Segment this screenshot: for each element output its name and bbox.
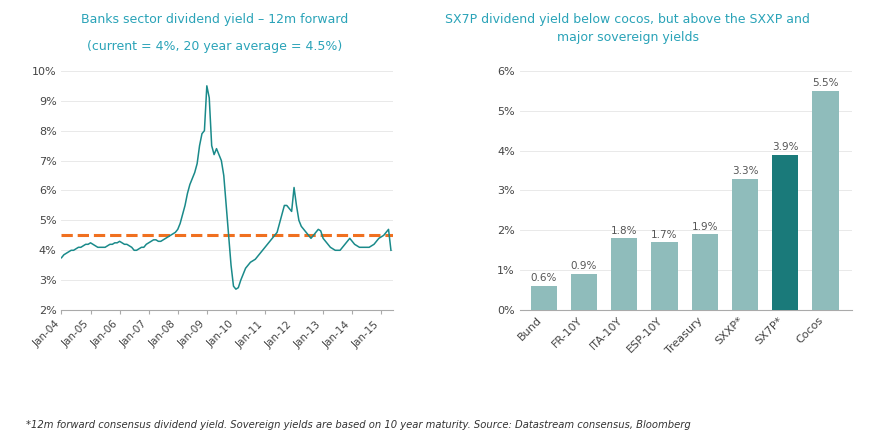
Text: 3.9%: 3.9%: [771, 142, 797, 152]
Bar: [570, 274, 596, 310]
Bar: [731, 179, 757, 310]
Legend: Banks 12m fwd div yield, 12m fwd avg - 20Y: Banks 12m fwd div yield, 12m fwd avg - 2…: [61, 440, 395, 443]
Text: 5.5%: 5.5%: [811, 78, 838, 88]
Text: (current = 4%, 20 year average = 4.5%): (current = 4%, 20 year average = 4.5%): [88, 40, 342, 53]
Bar: [691, 234, 717, 310]
Text: 0.9%: 0.9%: [570, 261, 596, 272]
Text: 1.8%: 1.8%: [610, 225, 637, 236]
Bar: [771, 155, 797, 310]
Text: 1.7%: 1.7%: [651, 229, 677, 240]
Text: SX7P dividend yield below cocos, but above the SXXP and
major sovereign yields: SX7P dividend yield below cocos, but abo…: [445, 13, 809, 44]
Text: 3.3%: 3.3%: [731, 166, 758, 176]
Text: 0.6%: 0.6%: [530, 273, 556, 284]
Text: *12m forward consensus dividend yield. Sovereign yields are based on 10 year mat: *12m forward consensus dividend yield. S…: [26, 420, 690, 430]
Bar: [651, 242, 677, 310]
Bar: [530, 286, 556, 310]
Text: 1.9%: 1.9%: [691, 222, 717, 232]
Text: Banks sector dividend yield – 12m forward: Banks sector dividend yield – 12m forwar…: [82, 13, 348, 26]
Bar: [811, 91, 838, 310]
Bar: [610, 238, 637, 310]
